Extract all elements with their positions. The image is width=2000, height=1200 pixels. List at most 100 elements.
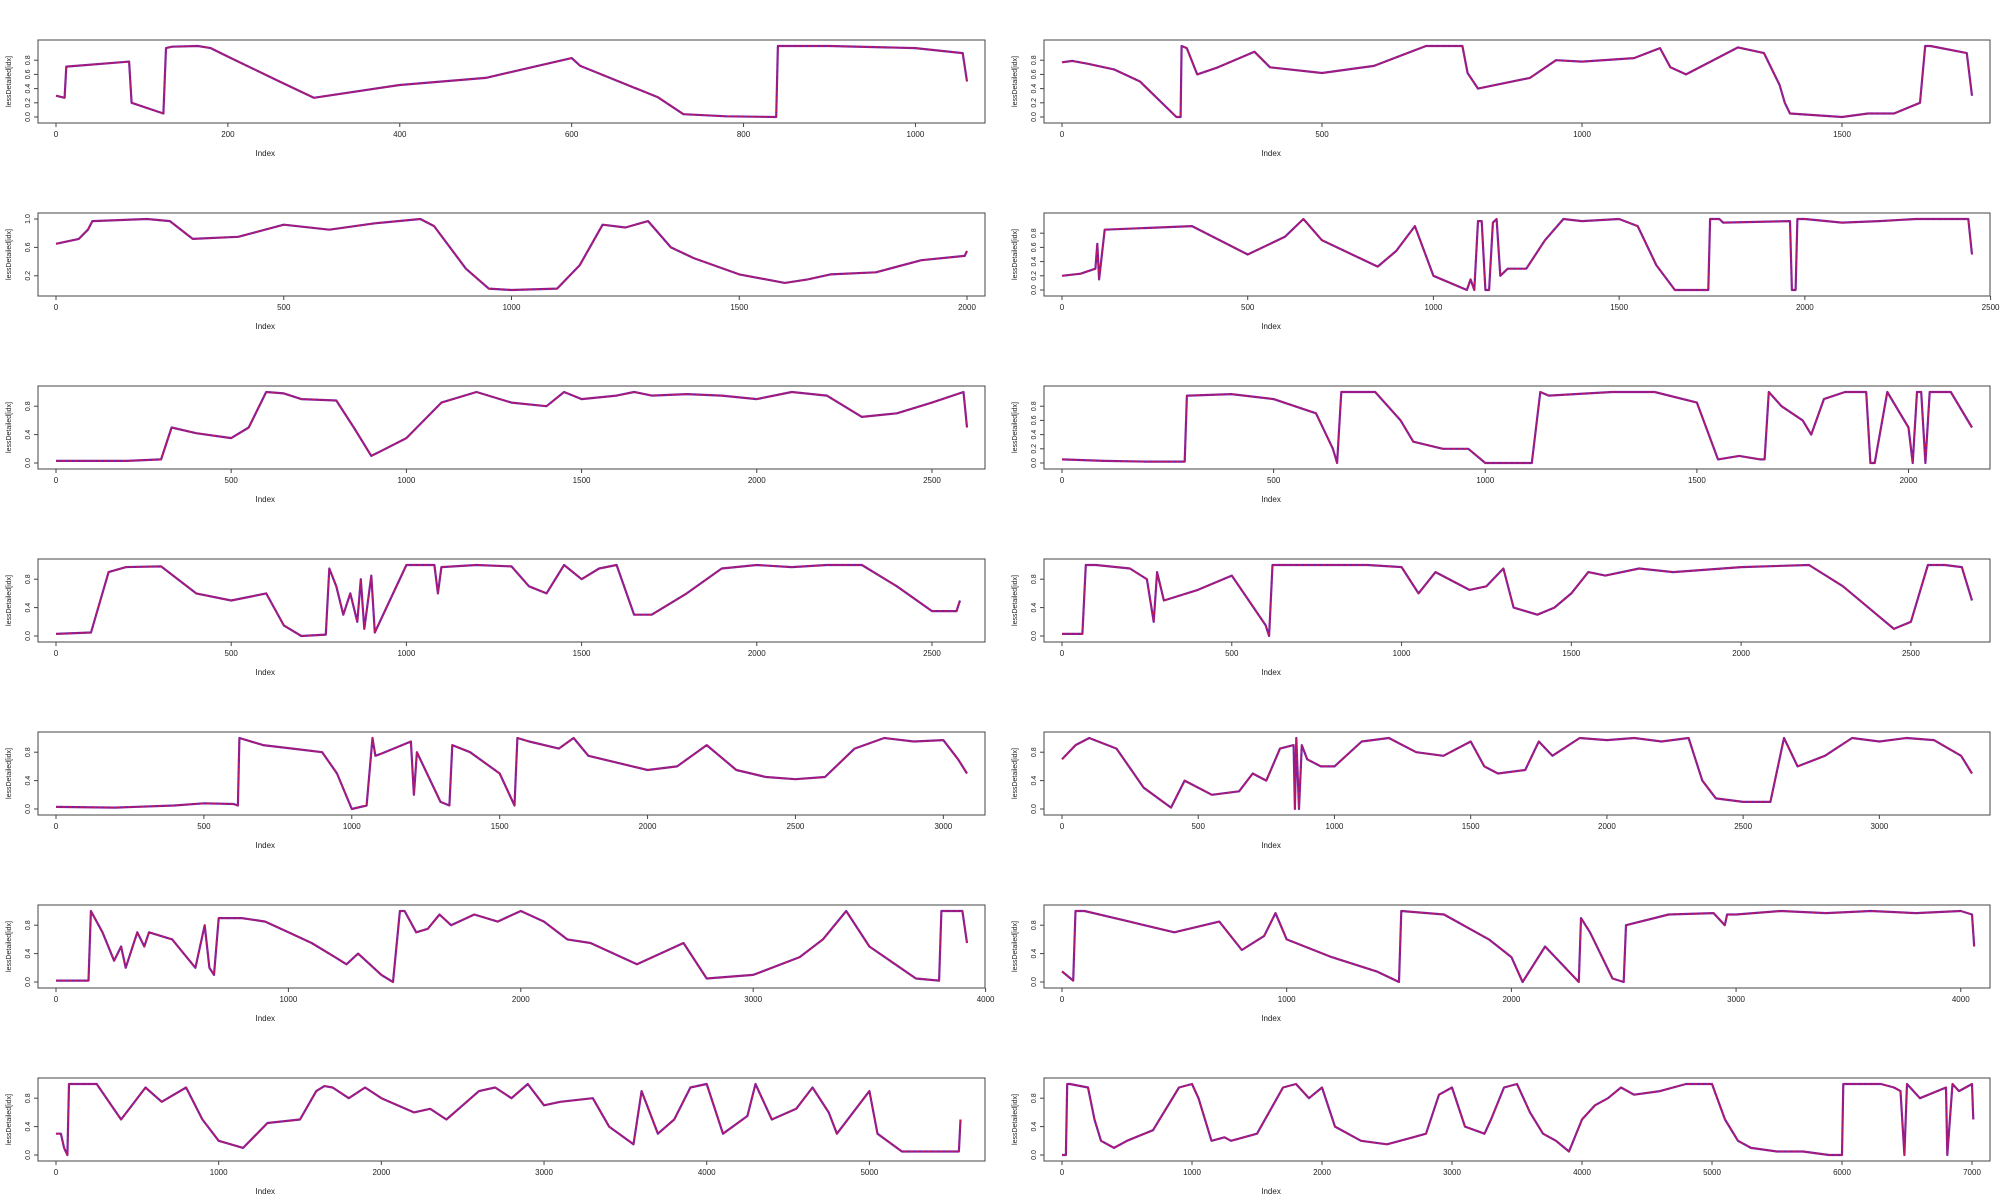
plot-frame: [37, 558, 986, 643]
chart-panel-4: 0 500 1000 1500 2000 2500 0.0 0.2 0.4 0.6 0.8 Index…: [1012, 212, 2000, 331]
x-tick-label: 2000: [1796, 303, 1814, 312]
x-tick-label: 1500: [1562, 649, 1580, 658]
series-line: [1061, 391, 1973, 464]
x-tick-label: 1000: [1425, 303, 1443, 312]
x-tick-label: 500: [225, 476, 239, 485]
x-tick-label: 2000: [639, 822, 657, 831]
series-line: [56, 1083, 962, 1156]
y-tick-label: 0.4: [1031, 430, 1038, 440]
x-tick-label: 500: [1315, 130, 1329, 139]
y-tick-label: 0.8: [1031, 55, 1038, 65]
y-tick-label: 0.4: [25, 776, 32, 786]
series-line-underlay: [1061, 217, 1974, 292]
x-tick-label: 0: [1060, 130, 1065, 139]
chart-panel-10: 0 500 1000 1500 2000 2500 3000 0.0 0.4 0.8 Index le…: [1012, 731, 1991, 850]
y-axis-label: lessDetailed[idx]: [6, 56, 13, 107]
y-tick-label: 0.8: [1031, 401, 1038, 411]
y-tick-label: 0.4: [1031, 84, 1038, 94]
x-tick-label: 3000: [934, 822, 952, 831]
series-line: [1062, 564, 1973, 637]
plot-frame: [37, 1077, 986, 1162]
x-tick-label: 1000: [1183, 1168, 1201, 1177]
x-tick-label: 400: [393, 130, 407, 139]
x-tick-label: 2000: [1502, 995, 1520, 1004]
y-tick-label: 0.0: [1031, 458, 1038, 468]
y-tick-label: 0.4: [1031, 949, 1038, 959]
chart-panel-9: 0 500 1000 1500 2000 2500 3000 0.0 0.4 0.8 Index le…: [6, 731, 986, 850]
y-tick-label: 0.4: [25, 1122, 32, 1132]
series-line: [1062, 1083, 1974, 1156]
plot-frame: [1043, 731, 1991, 816]
y-tick-label: 0.4: [1031, 776, 1038, 786]
series-line-underlay: [55, 217, 968, 292]
y-axis-label: lessDetailed[idx]: [1012, 1094, 1019, 1145]
x-tick-label: 2000: [1313, 1168, 1331, 1177]
series-line: [55, 218, 968, 291]
x-tick-label: 1000: [1326, 822, 1344, 831]
y-axis-label: lessDetailed[idx]: [1012, 229, 1019, 280]
x-tick-label: 0: [54, 476, 59, 485]
y-axis-label: lessDetailed[idx]: [1012, 56, 1019, 107]
x-tick-label: 5000: [1703, 1168, 1721, 1177]
x-tick-label: 1000: [1573, 130, 1591, 139]
series-line: [56, 910, 968, 983]
x-tick-label: 5000: [860, 1168, 878, 1177]
x-tick-label: 6000: [1833, 1168, 1851, 1177]
plot-frame: [37, 731, 986, 816]
x-axis-label: Index: [255, 1014, 275, 1023]
plot-frame: [37, 39, 986, 124]
series-line: [56, 391, 968, 462]
x-tick-label: 600: [565, 130, 579, 139]
y-tick-label: 0.2: [1031, 271, 1038, 281]
chart-panel-13: 0 1000 2000 3000 4000 5000 0.0 0.4 0.8 Index lessD…: [6, 1077, 986, 1196]
y-axis-label: lessDetailed[idx]: [1012, 921, 1019, 972]
plot-frame: [37, 385, 986, 470]
y-tick-label: 0.6: [25, 69, 32, 79]
x-tick-label: 2000: [748, 476, 766, 485]
x-tick-label: 1000: [1476, 476, 1494, 485]
x-tick-label: 1000: [907, 130, 925, 139]
y-tick-label: 0.6: [1031, 415, 1038, 425]
chart-panel-14: 0 1000 2000 3000 4000 5000 6000 7000 0.0 0.4 0.8 In…: [1012, 1077, 1991, 1196]
chart-panel-7: 0 500 1000 1500 2000 2500 0.0 0.4 0.8 Index lessDe…: [6, 558, 986, 677]
x-tick-label: 2000: [512, 995, 530, 1004]
y-tick-label: 0.0: [1031, 1150, 1038, 1160]
series-line-underlay: [56, 909, 969, 984]
chart-panel-11: 0 1000 2000 3000 4000 0.0 0.4 0.8 Index lessDetai…: [6, 904, 995, 1023]
x-tick-label: 0: [54, 1168, 59, 1177]
y-tick-label: 0.2: [1031, 444, 1038, 454]
y-tick-label: 0.6: [1031, 242, 1038, 252]
series-line: [1061, 45, 1973, 118]
plot-frame: [1043, 212, 1991, 297]
y-tick-label: 0.0: [25, 112, 32, 122]
chart-panel-6: 0 500 1000 1500 2000 0.0 0.2 0.4 0.6 0.8 Index less…: [1012, 385, 1991, 504]
x-tick-label: 500: [1225, 649, 1239, 658]
y-tick-label: 0.4: [25, 949, 32, 959]
x-axis-label: Index: [1261, 841, 1281, 850]
series-line-underlay: [1061, 736, 1973, 811]
x-axis-label: Index: [1261, 1014, 1281, 1023]
series-line: [1061, 737, 1973, 810]
y-tick-label: 0.8: [25, 401, 32, 411]
x-tick-label: 1000: [343, 822, 361, 831]
y-tick-label: 0.0: [1031, 112, 1038, 122]
series-line: [1061, 910, 1975, 983]
x-tick-label: 1000: [279, 995, 297, 1004]
series-line-underlay: [55, 563, 962, 638]
y-tick-label: 0.0: [25, 804, 32, 814]
y-tick-label: 0.8: [25, 920, 32, 930]
y-axis-label: lessDetailed[idx]: [1012, 575, 1019, 626]
series-line-underlay: [1061, 390, 1973, 465]
series-line: [55, 45, 968, 118]
y-axis-label: lessDetailed[idx]: [6, 921, 13, 972]
y-axis-label: lessDetailed[idx]: [1012, 748, 1019, 799]
x-tick-label: 1500: [1610, 303, 1628, 312]
x-tick-label: 2000: [372, 1168, 390, 1177]
x-axis-label: Index: [255, 322, 275, 331]
series-line-underlay: [55, 44, 969, 119]
x-tick-label: 0: [54, 995, 59, 1004]
x-tick-label: 0: [1060, 476, 1065, 485]
series-line-underlay: [1061, 44, 1974, 119]
series-line-underlay: [1062, 563, 1974, 638]
x-tick-label: 2000: [1598, 822, 1616, 831]
